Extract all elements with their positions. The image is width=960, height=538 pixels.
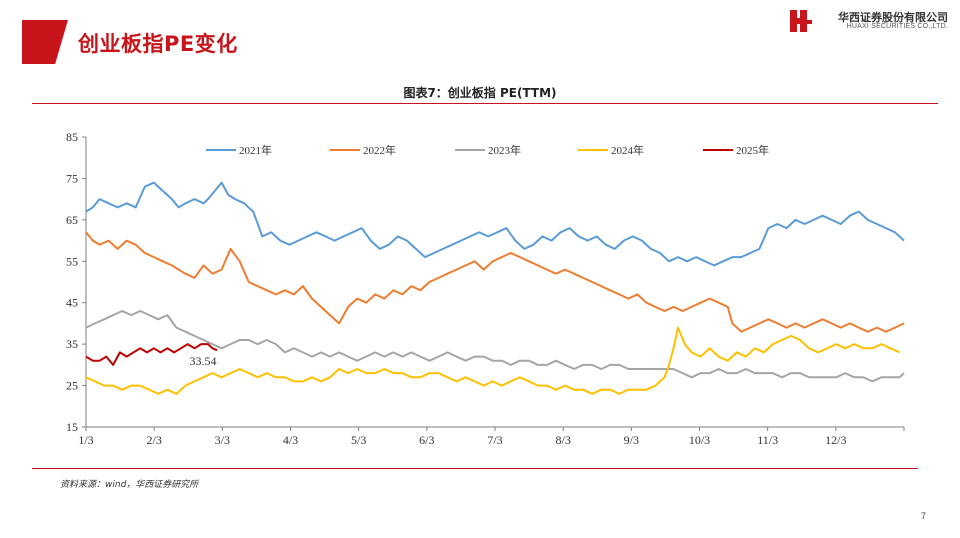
y-tick-label: 55 — [66, 254, 78, 268]
x-tick-label: 7/3 — [487, 433, 502, 447]
x-tick-label: 4/3 — [283, 433, 298, 447]
legend-label-3: 2024年 — [611, 143, 644, 157]
x-tick-label: 2/3 — [146, 433, 161, 447]
series-line-0 — [85, 181, 905, 267]
y-tick-label: 65 — [66, 213, 78, 227]
huaxi-logo-icon — [790, 10, 812, 32]
x-tick-label: 9/3 — [624, 433, 639, 447]
x-tick-label: 6/3 — [419, 433, 434, 447]
legend-label-1: 2022年 — [363, 143, 396, 157]
x-tick-label: 1/3 — [78, 433, 93, 447]
x-tick-label: 8/3 — [555, 433, 570, 447]
page-number: 7 — [920, 511, 926, 521]
y-tick-label: 25 — [66, 379, 78, 393]
source-note: 资料来源：wind，华西证券研究所 — [60, 480, 199, 490]
x-tick-label: 12/3 — [825, 433, 846, 447]
series-line-1 — [85, 231, 905, 333]
x-tick-label: 5/3 — [351, 433, 366, 447]
legend-label-4: 2025年 — [736, 143, 769, 157]
logo-chinese-name: 华西证券股份有限公司 — [838, 11, 948, 24]
series-line-4 — [85, 343, 218, 366]
x-tick-label: 11/3 — [757, 433, 778, 447]
y-tick-label: 75 — [66, 171, 78, 185]
series-line-2 — [85, 310, 905, 383]
legend-label-0: 2021年 — [239, 143, 272, 157]
y-tick-label: 45 — [66, 296, 78, 310]
legend-label-2: 2023年 — [488, 143, 521, 157]
y-tick-label: 85 — [66, 130, 78, 144]
logo-english-name: HUAXI SECURITIES CO.,LTD. — [846, 23, 948, 30]
y-tick-label: 35 — [66, 337, 78, 351]
title-divider — [32, 103, 938, 104]
last-value-annotation: 33.54 — [190, 354, 217, 368]
x-tick-label: 10/3 — [689, 433, 710, 447]
y-tick-label: 15 — [66, 420, 78, 434]
series-line-3 — [85, 326, 900, 395]
footer-divider — [32, 468, 918, 469]
x-tick-label: 3/3 — [215, 433, 230, 447]
chart-title: 图表7：创业板指 PE(TTM) — [403, 86, 557, 100]
page-title: 创业板指PE变化 — [78, 32, 238, 56]
